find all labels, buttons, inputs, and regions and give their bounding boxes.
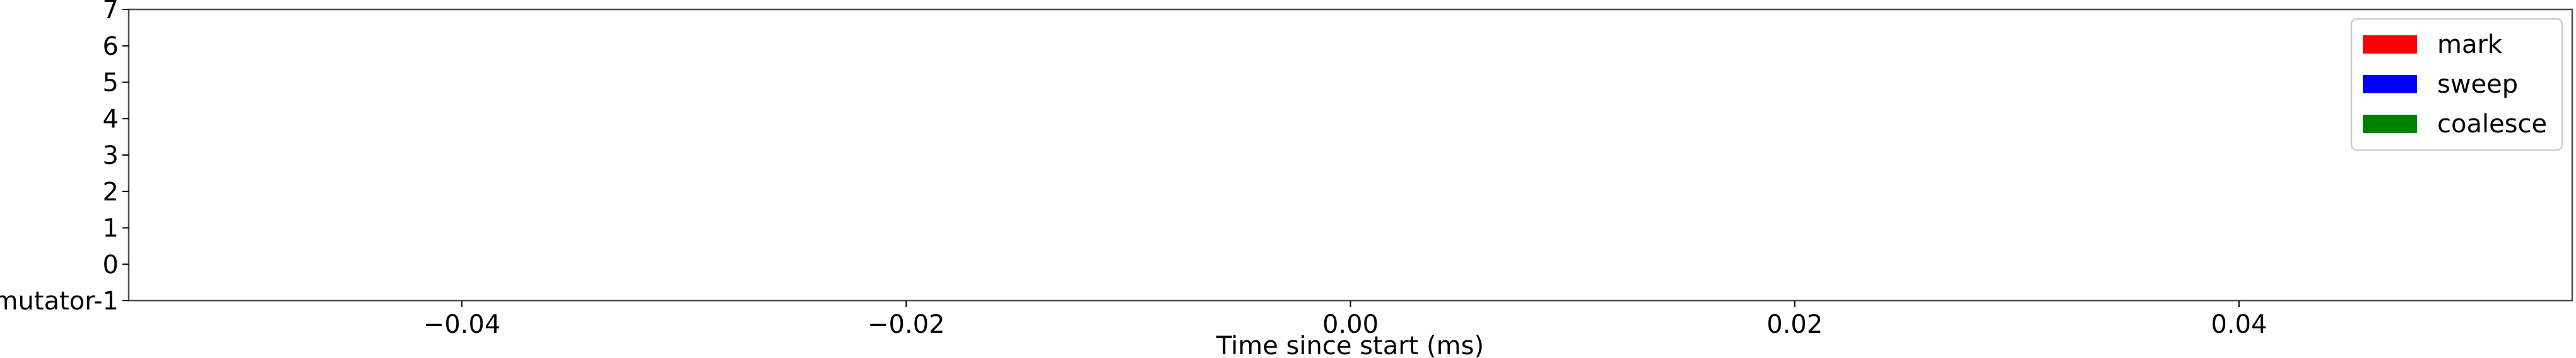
x-axis: −0.04 −0.02 0.00 0.02 0.04: [423, 301, 2267, 339]
y-tick-label: 2: [103, 178, 119, 207]
plot-area: [127, 8, 2573, 302]
y-axis: mutator-1 0 1 2 3 4 5 6 7: [0, 0, 129, 316]
legend-swatch-sweep: [2363, 75, 2417, 93]
y-tick-label: 6: [103, 32, 119, 61]
y-tick-label: 3: [103, 141, 119, 170]
x-tick-label: 0.04: [2211, 310, 2267, 339]
y-tick-label: 1: [103, 214, 119, 243]
x-tick-label: −0.04: [423, 310, 501, 339]
legend-swatch-coalesce: [2363, 115, 2417, 133]
x-tick-label: 0.00: [1322, 310, 1379, 339]
y-tick-label: 5: [103, 69, 119, 98]
x-tick-label: −0.02: [867, 310, 945, 339]
legend-swatch-mark: [2363, 35, 2417, 54]
x-tick-label: 0.02: [1767, 310, 1823, 339]
legend: mark sweep coalesce: [2350, 18, 2563, 151]
x-axis-title: Time since start (ms): [1216, 332, 1484, 358]
y-tick-label: mutator-1: [0, 287, 119, 316]
legend-label-sweep: sweep: [2437, 70, 2518, 99]
y-tick-label: 0: [103, 250, 119, 279]
y-tick-label: 7: [103, 0, 119, 25]
legend-label-mark: mark: [2437, 30, 2503, 59]
y-tick-label: 4: [103, 105, 119, 134]
legend-label-coalesce: coalesce: [2437, 110, 2547, 139]
